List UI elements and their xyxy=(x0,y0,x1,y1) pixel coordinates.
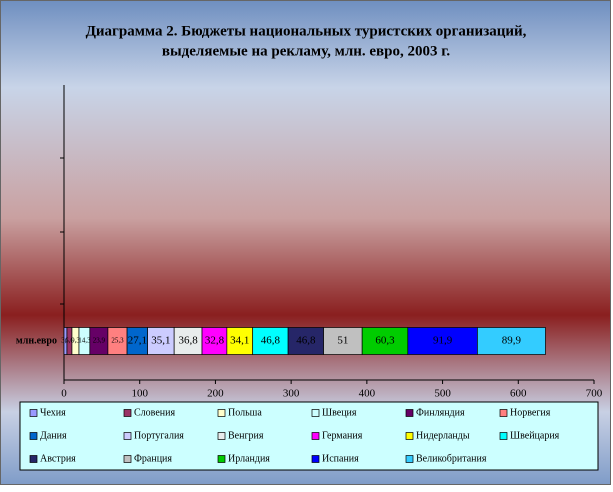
legend-swatch xyxy=(311,455,320,463)
legend-label: Финляндия xyxy=(416,407,465,418)
legend-swatch xyxy=(499,409,508,417)
bar-segment xyxy=(226,327,254,355)
legend-label: Польша xyxy=(228,407,262,418)
legend-label: Ирландия xyxy=(228,453,270,464)
data-label: 51 xyxy=(337,335,348,347)
x-tick-label: 500 xyxy=(434,388,451,400)
x-tick-label: 400 xyxy=(359,388,376,400)
data-label: 32,8 xyxy=(205,335,225,347)
data-label: 9,3 xyxy=(71,337,80,345)
legend-label: Нидерланды xyxy=(416,430,470,441)
x-tick-label: 100 xyxy=(131,388,148,400)
bar-segment xyxy=(477,327,546,355)
legend-swatch xyxy=(405,409,414,417)
legend-label: Германия xyxy=(322,430,363,441)
legend-swatch xyxy=(123,432,132,440)
legend-swatch xyxy=(29,432,38,440)
legend-swatch xyxy=(499,432,508,440)
bar-segment xyxy=(173,327,203,355)
bar-segment xyxy=(407,327,478,355)
legend-label: Словения xyxy=(134,407,175,418)
data-label: 14,3 xyxy=(78,337,91,345)
legend-swatch xyxy=(217,455,226,463)
bar-segment xyxy=(252,327,289,355)
data-label: 91,9 xyxy=(433,335,453,347)
legend-label: Франция xyxy=(134,453,172,464)
data-label: 34,1 xyxy=(230,335,249,347)
data-label: 46,8 xyxy=(296,335,316,347)
x-tick-label: 200 xyxy=(207,388,224,400)
legend-label: Дания xyxy=(40,430,67,441)
legend-swatch xyxy=(405,455,414,463)
chart-title: выделяемые на рекламу, млн. евро, 2003 г… xyxy=(162,43,450,59)
legend-label: Великобритания xyxy=(416,453,487,464)
legend-label: Венгрия xyxy=(228,430,264,441)
legend-swatch xyxy=(123,409,132,417)
data-label: 89,9 xyxy=(502,335,522,347)
data-label: 25,3 xyxy=(111,337,124,345)
legend-swatch xyxy=(217,409,226,417)
data-label: 60,3 xyxy=(375,335,395,347)
legend-label: Португалия xyxy=(134,430,184,441)
x-tick-label: 0 xyxy=(61,388,67,400)
legend-swatch xyxy=(29,409,38,417)
legend-swatch xyxy=(405,432,414,440)
legend-label: Норвегия xyxy=(510,407,551,418)
legend-label: Австрия xyxy=(40,453,76,464)
y-tick-label: млн.евро xyxy=(16,335,57,346)
legend-label: Швеция xyxy=(322,407,357,418)
legend-swatch xyxy=(311,409,320,417)
data-label: 36,8 xyxy=(178,335,198,347)
x-tick-label: 700 xyxy=(586,388,603,400)
legend-swatch xyxy=(217,432,226,440)
legend-label: Чехия xyxy=(40,407,66,418)
legend-label: Испания xyxy=(322,453,359,464)
bar-segment xyxy=(147,327,175,355)
x-tick-label: 300 xyxy=(283,388,300,400)
bar-segment xyxy=(287,327,324,355)
legend-swatch xyxy=(311,432,320,440)
data-label: 23,9 xyxy=(93,337,106,345)
bar-segment xyxy=(361,327,409,355)
legend-label: Швейцария xyxy=(510,430,560,441)
data-label: 27,1 xyxy=(128,335,147,347)
data-label: 3,9 xyxy=(61,337,70,345)
bar-segment xyxy=(323,327,363,355)
legend-swatch xyxy=(123,455,132,463)
chart-title: Диаграмма 2. Бюджеты национальных турист… xyxy=(86,23,527,39)
data-label: 35,1 xyxy=(151,335,170,347)
data-label: 6,6 xyxy=(65,337,74,345)
data-label: 46,8 xyxy=(261,335,281,347)
legend-swatch xyxy=(29,455,38,463)
x-tick-label: 600 xyxy=(510,388,527,400)
